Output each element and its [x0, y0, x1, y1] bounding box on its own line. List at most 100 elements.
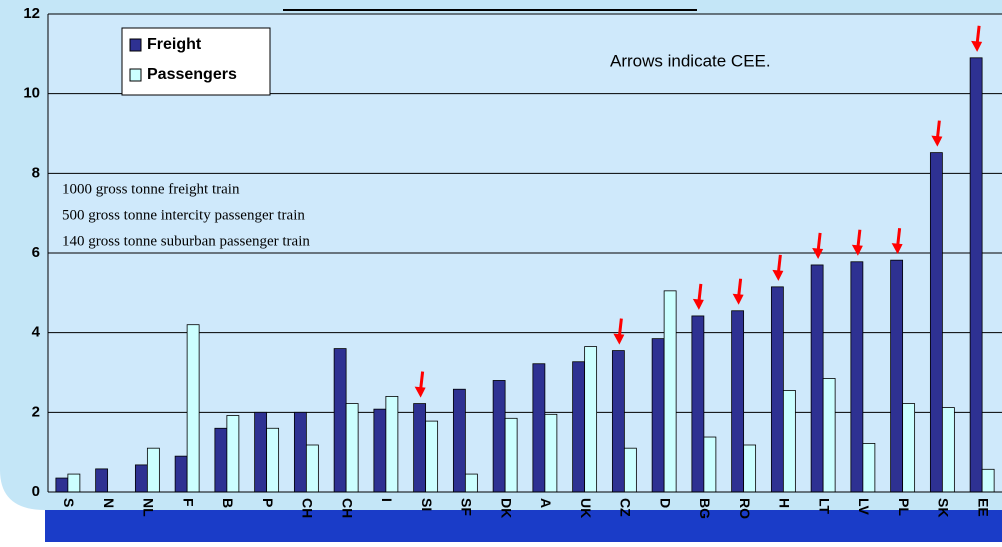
cee-arrow [776, 254, 782, 274]
cee-arrow [935, 120, 941, 139]
bar [703, 436, 717, 493]
bar [822, 378, 836, 493]
x-tick-label: NL [141, 498, 157, 517]
bar [544, 413, 558, 493]
x-tick-label: I [379, 498, 395, 502]
bar [464, 473, 478, 493]
x-tick-label: F [180, 498, 196, 507]
bar [981, 468, 995, 493]
cee-arrow-head [812, 247, 824, 259]
bar [214, 427, 228, 493]
x-tick-label: P [260, 498, 276, 507]
y-tick-label: 4 [32, 324, 41, 341]
bar [929, 152, 943, 493]
bar [186, 324, 200, 493]
x-tick-label: N [101, 498, 117, 508]
y-tick-label: 2 [32, 403, 40, 420]
footer-bar [45, 510, 1002, 542]
cee-arrow [419, 371, 425, 390]
legend-swatch [129, 68, 142, 82]
bar [333, 348, 347, 493]
x-tick-label: EE [975, 498, 991, 517]
cee-arrow [737, 278, 743, 297]
bar [413, 403, 427, 493]
y-tick-label: 10 [23, 85, 40, 102]
bar [305, 444, 319, 493]
bar [146, 447, 160, 493]
note: 500 gross tonne intercity passenger trai… [62, 207, 305, 223]
bar [941, 407, 955, 493]
bar [254, 411, 268, 493]
bar [969, 57, 983, 493]
y-tick-label: 0 [32, 483, 40, 500]
x-tick-label: SK [936, 498, 952, 517]
legend-label: Freight [147, 36, 202, 53]
x-tick-label: BG [697, 498, 713, 519]
note: 140 gross tonne suburban passenger train [62, 233, 310, 249]
cee-arrow-head [414, 386, 426, 398]
x-tick-label: D [657, 498, 673, 508]
cee-arrow-head [851, 244, 863, 256]
y-tick-label: 6 [32, 244, 40, 261]
bar [345, 403, 359, 493]
cee-arrow [697, 283, 703, 303]
bar [743, 444, 757, 493]
bar [663, 290, 677, 493]
x-tick-label: LT [816, 498, 832, 515]
bar [492, 380, 506, 493]
bar [782, 390, 796, 493]
x-tick-label: PL [896, 498, 912, 516]
cee-arrow-head [613, 333, 625, 345]
bar [55, 477, 69, 493]
bar [95, 468, 109, 493]
bar [174, 455, 188, 493]
bar [810, 264, 824, 493]
bar [850, 261, 864, 493]
cee-arrow-head [732, 293, 744, 305]
x-tick-label: CH [300, 498, 316, 518]
bar [731, 310, 745, 493]
bar [651, 338, 665, 493]
cee-arrow [975, 25, 981, 44]
x-tick-label: A [538, 498, 554, 508]
bar [134, 464, 148, 493]
annotation: Arrows indicate CEE. [610, 51, 771, 70]
x-tick-label: LV [856, 498, 872, 516]
x-tick-label: SF [459, 498, 475, 516]
bar [691, 315, 705, 493]
x-tick-label: UK [578, 498, 594, 518]
bar [226, 415, 240, 493]
x-tick-label: CH [339, 498, 355, 518]
cee-arrow [816, 232, 822, 252]
bar [293, 411, 307, 493]
bar [266, 427, 280, 493]
bar [862, 443, 876, 493]
bar [67, 473, 81, 493]
legend-box [121, 27, 271, 96]
x-tick-label: DK [498, 498, 514, 518]
bar [504, 417, 518, 493]
legend-label: Passengers [147, 66, 237, 83]
bar [611, 350, 625, 493]
legend-swatch [129, 38, 142, 52]
bar [425, 420, 439, 493]
x-tick-label: B [220, 498, 236, 508]
cee-arrow-head [891, 243, 903, 255]
y-tick-label: 12 [23, 5, 40, 22]
y-tick-label: 8 [32, 164, 40, 181]
bar [890, 259, 904, 493]
bar [452, 388, 466, 493]
bar [572, 361, 586, 493]
bar [373, 408, 387, 493]
bar [532, 363, 546, 493]
bar [385, 395, 399, 493]
cee-arrow [617, 318, 623, 337]
cee-arrow-head [931, 135, 943, 147]
cee-arrow [856, 229, 862, 248]
x-tick-label: H [777, 498, 793, 508]
bar [584, 346, 598, 493]
bar [770, 286, 784, 493]
cee-arrow [896, 228, 902, 247]
cee-arrow-head [971, 40, 983, 52]
